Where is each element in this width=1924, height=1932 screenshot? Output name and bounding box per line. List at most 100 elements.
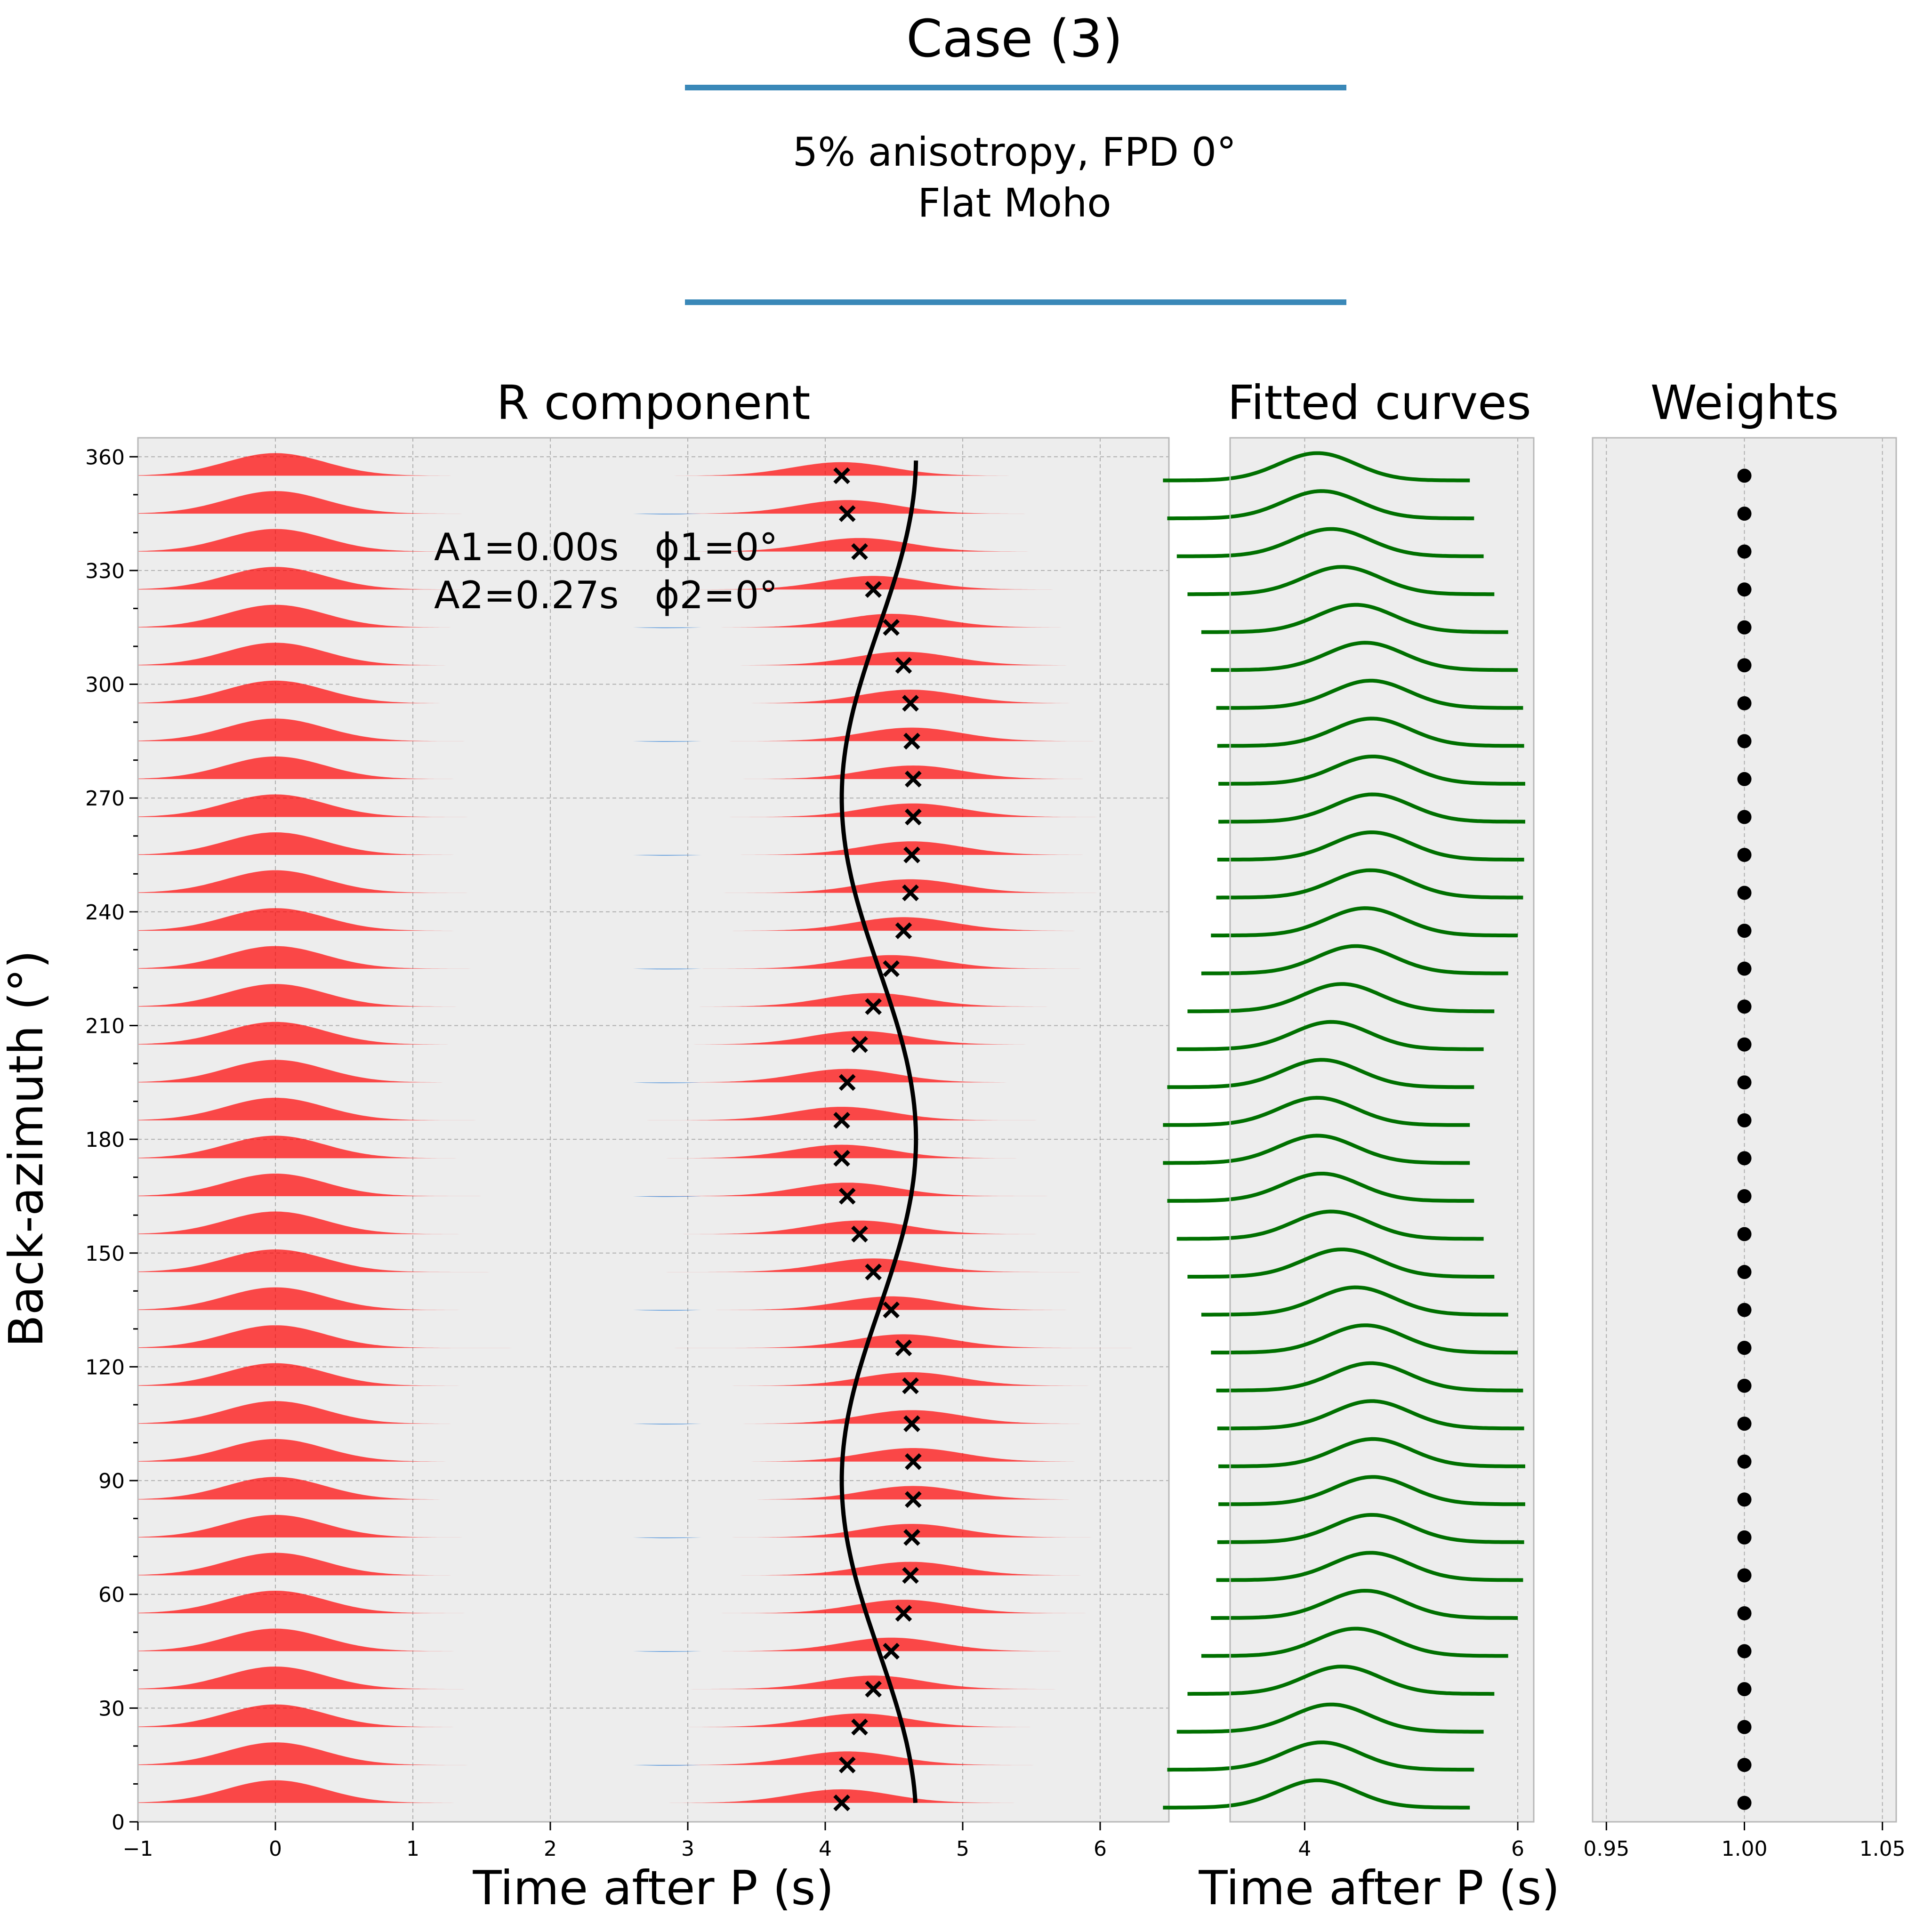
r-component-xlabel: Time after P (s) xyxy=(472,1860,834,1916)
weight-point xyxy=(1737,886,1752,900)
pick-marker xyxy=(883,619,900,636)
fitted-curve xyxy=(1211,1588,1518,1620)
r-component-xtick-label: 5 xyxy=(956,1837,969,1861)
pick-marker xyxy=(895,657,912,674)
rf-trace-negative xyxy=(633,1310,702,1311)
r-component-ytick-label: 180 xyxy=(85,1128,125,1152)
pick-marker xyxy=(895,1605,912,1622)
fitted-curve xyxy=(1216,678,1523,710)
weight-point xyxy=(1737,468,1752,483)
fitted-curve xyxy=(1176,527,1484,558)
pick-marker xyxy=(851,1225,868,1243)
weight-point xyxy=(1737,1682,1752,1697)
r-component-fit xyxy=(839,460,918,1803)
pick-marker xyxy=(865,998,882,1015)
rf-trace xyxy=(138,1401,1169,1424)
weight-point xyxy=(1737,1113,1752,1127)
r-component-xtick-label: 2 xyxy=(544,1837,557,1861)
pick-marker xyxy=(865,581,882,598)
pick-marker xyxy=(905,808,922,826)
rf-trace-negative xyxy=(633,1196,702,1197)
rf-trace xyxy=(138,1477,1169,1500)
r-component-annotation-line1: A1=0.00s ϕ1=0° xyxy=(434,525,778,569)
rf-trace xyxy=(138,1628,1169,1651)
rf-trace xyxy=(138,832,1169,855)
weight-point xyxy=(1737,1720,1752,1734)
rf-trace xyxy=(138,794,1169,817)
fitted-curve xyxy=(1211,1323,1518,1355)
weight-point xyxy=(1737,1265,1752,1280)
weights-xtick-label: 0.95 xyxy=(1583,1837,1629,1861)
weight-point xyxy=(1737,1227,1752,1241)
rf-trace xyxy=(138,1211,1169,1234)
fitted-curve xyxy=(1201,1626,1508,1658)
r-component-ytick-label: 60 xyxy=(98,1583,125,1607)
weight-point xyxy=(1737,1075,1752,1090)
r-component-ytick-label: 30 xyxy=(98,1697,125,1721)
weight-point xyxy=(1737,1454,1752,1469)
pick-marker xyxy=(902,884,919,902)
rf-trace xyxy=(138,1287,1169,1310)
fitted-curve xyxy=(1217,830,1524,861)
pick-marker xyxy=(895,1339,912,1356)
weights-panel: 0.95 1.00 1.05 xyxy=(1583,437,1906,1861)
fitted-curve xyxy=(1163,1134,1470,1165)
fitted-curve xyxy=(1216,868,1523,900)
weight-point xyxy=(1737,1530,1752,1545)
r-component-xtick-label: 0 xyxy=(269,1837,282,1861)
figure-title: Case (3) xyxy=(906,8,1123,69)
pick-marker xyxy=(865,1264,882,1280)
weight-point xyxy=(1737,772,1752,786)
fitted-curve xyxy=(1201,944,1508,975)
fitted-curve xyxy=(1163,1095,1470,1127)
rf-trace xyxy=(138,604,1169,628)
pick-marker xyxy=(851,543,868,560)
weight-point xyxy=(1737,999,1752,1014)
weight-point xyxy=(1737,1378,1752,1393)
rf-trace xyxy=(138,453,1169,476)
pick-marker xyxy=(902,1567,919,1584)
fitted-curve xyxy=(1167,489,1474,521)
pick-marker xyxy=(838,505,856,522)
pick-marker xyxy=(903,1529,920,1546)
fitted-curve xyxy=(1167,1058,1474,1089)
rf-trace xyxy=(138,984,1169,1007)
pick-marker xyxy=(838,1756,856,1774)
pick-marker xyxy=(905,1453,922,1470)
rf-trace-negative xyxy=(633,1424,702,1425)
r-component-ticks: −1 0 1 2 3 4 5 60306090120150180210240270300330… xyxy=(85,445,1107,1861)
fitted-curve xyxy=(1176,1702,1484,1734)
fitted-curve xyxy=(1217,716,1524,748)
fitted-curves-lines xyxy=(1163,451,1525,1810)
fitted-curves-xtick-label: 4 xyxy=(1298,1837,1311,1861)
fitted-curve xyxy=(1217,1399,1524,1431)
rf-trace xyxy=(138,1097,1169,1120)
fitted-curve xyxy=(1167,1172,1474,1203)
rf-trace xyxy=(138,1022,1169,1045)
r-component-ytick-label: 210 xyxy=(85,1014,125,1038)
rf-trace-negative xyxy=(633,855,702,856)
rf-trace xyxy=(138,756,1169,779)
weight-point xyxy=(1737,961,1752,976)
r-component-frame xyxy=(137,437,1170,1823)
rf-trace xyxy=(138,1249,1169,1272)
rf-trace xyxy=(138,870,1169,893)
fitted-curves-title: Fitted curves xyxy=(1227,375,1531,430)
r-component-ytick-label: 360 xyxy=(85,445,125,469)
pick-marker xyxy=(902,695,919,712)
r-component-ytick-label: 330 xyxy=(85,559,125,583)
weights-xtick-label: 1.00 xyxy=(1722,1837,1768,1861)
rf-trace xyxy=(138,567,1169,590)
rf-trace xyxy=(138,680,1169,703)
rf-trace xyxy=(138,1780,1169,1803)
r-component-ytick-label: 0 xyxy=(112,1811,125,1835)
weight-point xyxy=(1737,1037,1752,1052)
r-component-ytick-label: 270 xyxy=(85,787,125,811)
pick-marker xyxy=(851,1036,868,1053)
r-component-ytick-label: 120 xyxy=(85,1355,125,1379)
weights-xtick-label: 1.05 xyxy=(1860,1837,1906,1861)
pick-marker xyxy=(895,922,912,939)
rf-trace xyxy=(138,1514,1169,1538)
pick-marker xyxy=(833,1794,850,1811)
